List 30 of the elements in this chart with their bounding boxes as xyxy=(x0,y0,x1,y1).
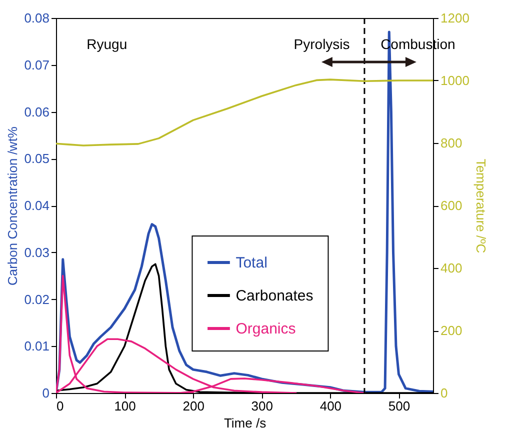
y2-axis-title: Temperature /ºC xyxy=(473,158,488,254)
y-tick-label: 0.08 xyxy=(24,10,50,26)
legend-label: Total xyxy=(236,254,268,272)
y2-tick-label: 200 xyxy=(440,323,462,338)
x-tick-label: 200 xyxy=(182,398,204,414)
y-tick-label: 0.06 xyxy=(24,104,50,120)
y2-tick-label: 1000 xyxy=(440,73,470,88)
y2-tick-label: 800 xyxy=(440,136,462,150)
y-tick-label: 0.01 xyxy=(24,338,50,354)
x-tick-label: 400 xyxy=(320,398,342,414)
y-tick-label: 0.07 xyxy=(24,57,50,72)
y2-tick-label: 0 xyxy=(440,386,448,400)
y-tick-label: 0.05 xyxy=(24,151,50,166)
annotation: Ryugu xyxy=(86,36,128,52)
y-tick-label: 0 xyxy=(42,386,50,400)
annotation: Pyrolysis xyxy=(294,36,350,52)
y-tick-label: 0.02 xyxy=(24,292,50,307)
x-tick-label: 300 xyxy=(251,398,273,414)
y-axis-title: Carbon Concentration /wt% xyxy=(5,126,20,286)
y2-tick-label: 400 xyxy=(440,260,462,276)
y-tick-label: 0.03 xyxy=(24,244,50,260)
x-tick-label: 500 xyxy=(388,398,410,414)
y-tick-label: 0.04 xyxy=(24,198,50,213)
y2-tick-label: 600 xyxy=(440,198,462,213)
x-tick-label: 0 xyxy=(56,398,64,414)
x-tick-label: 100 xyxy=(114,398,136,414)
x-axis-title: Time /s xyxy=(224,416,267,430)
y2-tick-label: 1200 xyxy=(440,10,470,26)
legend-label: Organics xyxy=(236,320,296,338)
legend-label: Carbonates xyxy=(236,288,314,304)
